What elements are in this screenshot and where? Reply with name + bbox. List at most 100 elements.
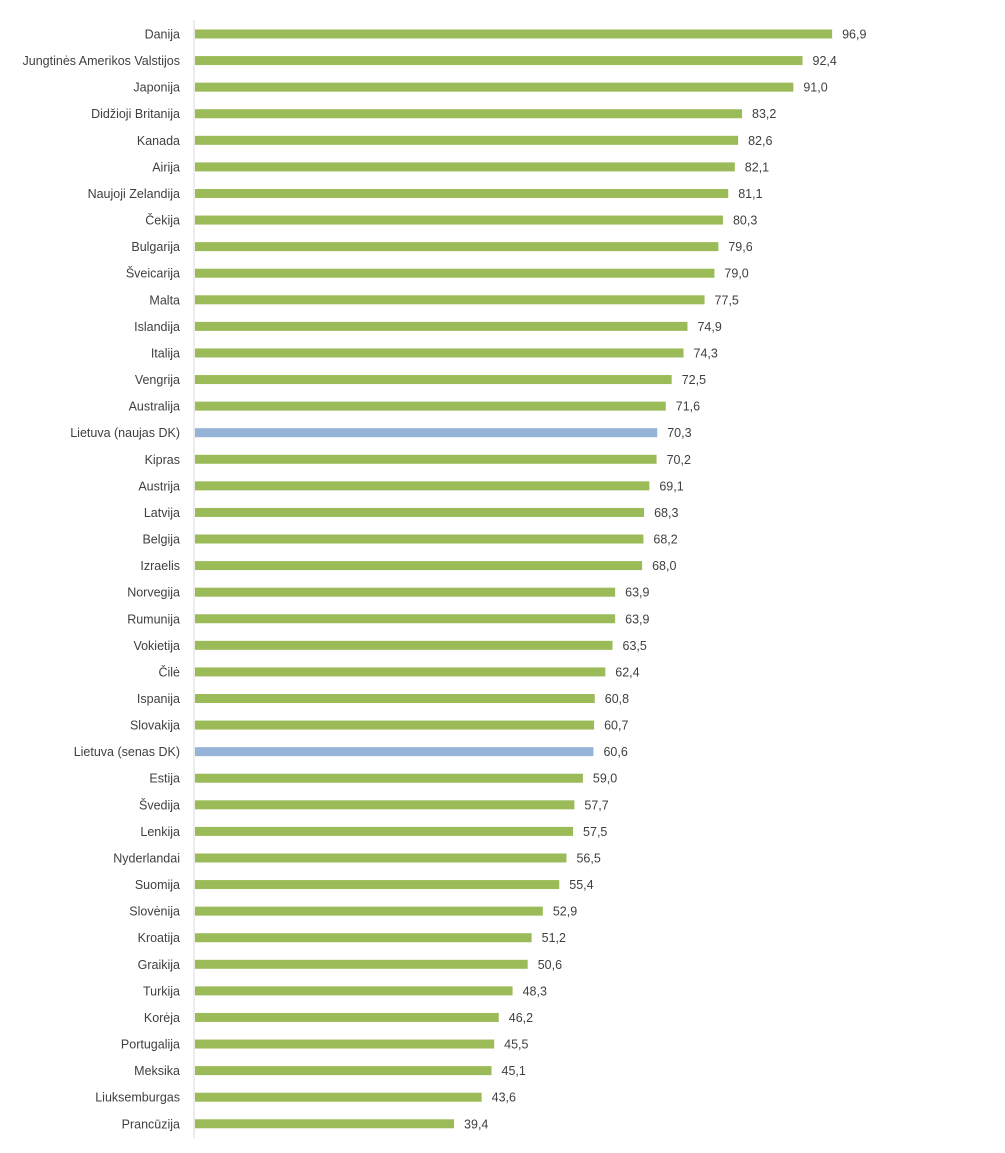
category-label: Vokietija: [133, 639, 180, 653]
bar: [195, 215, 723, 225]
data-label: 52,9: [553, 905, 577, 919]
category-label: Vengrija: [135, 373, 180, 387]
data-label: 48,3: [523, 984, 547, 998]
category-label: Prancūzija: [122, 1117, 180, 1131]
data-label: 82,6: [748, 134, 772, 148]
category-labels-group: Danija Jungtinės Amerikos Valstijos Japoni…: [23, 28, 181, 1132]
bar: [195, 375, 672, 385]
data-label: 60,6: [603, 745, 627, 759]
category-label: Nyderlandai: [113, 851, 180, 865]
category-label: Lietuva (naujas DK): [70, 426, 180, 440]
data-label: 55,4: [569, 878, 593, 892]
data-label: 59,0: [593, 772, 617, 786]
category-label: Kroatija: [138, 931, 180, 945]
bar: [195, 162, 735, 172]
category-label: Graikija: [138, 958, 180, 972]
bar: [195, 348, 684, 358]
value-labels-group: 96,9 92,4 91,0 83,2 82,6 82,1 81,1 80,3 79,6 79,0…: [464, 28, 866, 1132]
data-label: 91,0: [803, 81, 827, 95]
category-label: Islandija: [134, 320, 180, 334]
bar: [195, 481, 650, 491]
data-label: 68,2: [653, 533, 677, 547]
data-label: 70,2: [667, 453, 691, 467]
bar: [195, 1012, 499, 1022]
bar: [195, 1092, 482, 1102]
data-label: 50,6: [538, 958, 562, 972]
category-label: Belgija: [142, 533, 180, 547]
bar: [195, 747, 594, 757]
data-label: 70,3: [667, 426, 691, 440]
category-label: Čekija: [145, 213, 180, 228]
category-label: Japonija: [133, 81, 180, 95]
category-label: Lenkija: [140, 825, 180, 839]
data-label: 79,6: [728, 240, 752, 254]
category-label: Australija: [129, 400, 180, 414]
data-label: 80,3: [733, 214, 757, 228]
category-label: Liuksemburgas: [95, 1091, 180, 1105]
bar: [195, 507, 645, 517]
data-label: 69,1: [659, 479, 683, 493]
category-label: Izraelis: [140, 559, 180, 573]
data-label: 45,1: [502, 1064, 526, 1078]
bar: [195, 853, 567, 863]
data-label: 51,2: [542, 931, 566, 945]
category-label: Kipras: [145, 453, 180, 467]
data-label: 79,0: [724, 267, 748, 281]
data-label: 74,3: [694, 346, 718, 360]
bar: [195, 614, 616, 624]
category-label: Latvija: [144, 506, 180, 520]
bar: [195, 880, 560, 890]
data-label: 82,1: [745, 160, 769, 174]
data-label: 77,5: [715, 293, 739, 307]
bar: [195, 773, 583, 783]
bar: [195, 82, 794, 92]
category-label: Čilė: [158, 664, 180, 679]
bar: [195, 667, 606, 677]
data-label: 60,7: [604, 719, 628, 733]
bar: [195, 242, 719, 252]
bar: [195, 640, 613, 650]
category-label: Turkija: [143, 984, 180, 998]
category-label: Airija: [152, 160, 180, 174]
category-label: Austrija: [138, 479, 180, 493]
bar: [195, 1066, 492, 1076]
bar: [195, 959, 528, 969]
data-label: 74,9: [697, 320, 721, 334]
bar: [195, 428, 658, 438]
category-label: Švedija: [139, 797, 180, 812]
category-label: Jungtinės Amerikos Valstijos: [23, 54, 180, 68]
bar: [195, 454, 657, 464]
data-label: 60,8: [605, 692, 629, 706]
data-label: 83,2: [752, 107, 776, 121]
bar: [195, 401, 666, 411]
bar: [195, 321, 688, 331]
category-label: Ispanija: [137, 692, 180, 706]
category-label: Didžioji Britanija: [91, 107, 180, 121]
bar: [195, 587, 616, 597]
category-label: Suomija: [135, 878, 180, 892]
bar: [195, 561, 643, 571]
category-label: Italija: [151, 346, 180, 360]
data-label: 57,5: [583, 825, 607, 839]
data-label: 39,4: [464, 1117, 488, 1131]
data-label: 46,2: [509, 1011, 533, 1025]
bar: [195, 135, 739, 145]
bar: [195, 109, 743, 119]
category-label: Slovėnija: [129, 905, 180, 919]
category-label: Naujoji Zelandija: [88, 187, 180, 201]
data-label: 72,5: [682, 373, 706, 387]
category-label: Malta: [149, 293, 180, 307]
data-label: 63,9: [625, 586, 649, 600]
data-label: 68,3: [654, 506, 678, 520]
bar: [195, 933, 532, 943]
data-label: 56,5: [576, 851, 600, 865]
bar: [195, 1039, 495, 1049]
category-label: Kanada: [137, 134, 180, 148]
bar: [195, 29, 833, 39]
category-label: Bulgarija: [131, 240, 180, 254]
category-label: Danija: [145, 28, 180, 42]
category-label: Estija: [149, 772, 180, 786]
bar: [195, 694, 595, 703]
data-label: 96,9: [842, 28, 866, 42]
